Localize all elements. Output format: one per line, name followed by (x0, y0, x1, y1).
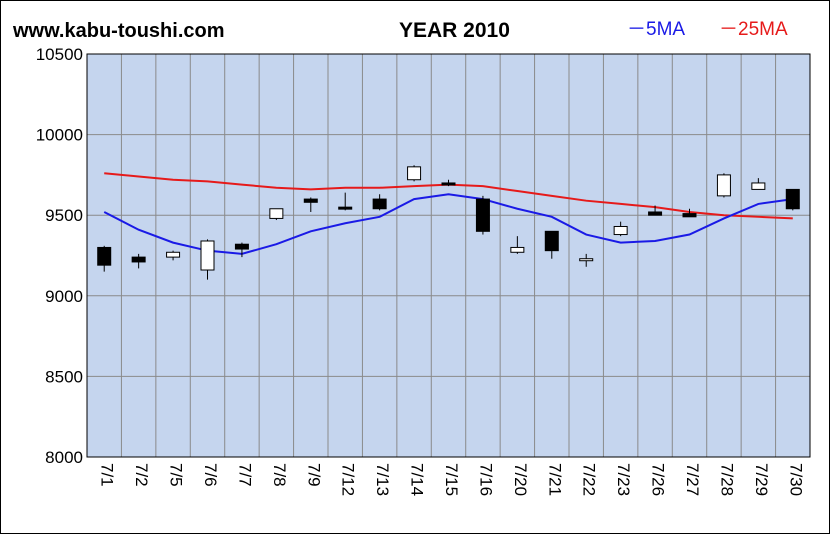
candle-body-down (372, 198, 387, 210)
x-axis-ticks: 7/1 7/2 7/5 7/6 7/7 7/8 7/9 7/12 7/13 7/14 7/15 7/1… (98, 463, 806, 496)
y-tick-label: 9000 (45, 287, 83, 306)
legend-25ma: －25MA (719, 19, 788, 40)
chart-title: YEAR 2010 (399, 19, 510, 42)
ma5-series (103, 193, 793, 255)
candle (716, 173, 731, 198)
candle-body-up (407, 166, 422, 181)
y-tick-label: 8000 (45, 448, 83, 467)
candle-body-up (716, 174, 731, 197)
candle-body-up (269, 208, 284, 219)
candle-body-down (234, 243, 249, 250)
grid-lines (87, 54, 810, 457)
x-tick-label: 7/12 (339, 463, 358, 496)
x-tick-label: 7/21 (545, 463, 564, 496)
x-tick-label: 7/1 (98, 463, 117, 487)
candle (372, 194, 387, 211)
x-tick-label: 7/26 (649, 463, 668, 496)
candles (97, 165, 800, 280)
candle (682, 208, 697, 218)
x-tick-label: 7/6 (201, 463, 220, 487)
x-tick-label: 7/30 (786, 463, 805, 496)
candle (510, 236, 525, 254)
x-tick-label: 7/8 (270, 463, 289, 487)
candle-body-down (648, 211, 663, 216)
candle-body-up (166, 251, 181, 258)
candle (269, 208, 284, 221)
candle (338, 192, 353, 211)
y-tick-label: 10500 (36, 45, 83, 64)
candle-body-down (338, 206, 353, 210)
candle (407, 165, 422, 182)
x-tick-label: 7/27 (683, 463, 702, 496)
candle-body-up (751, 182, 766, 190)
x-tick-label: 7/23 (614, 463, 633, 496)
candle (200, 239, 215, 280)
x-tick-label: 7/16 (476, 463, 495, 496)
x-tick-label: 7/20 (511, 463, 530, 496)
candle-body-down (785, 188, 800, 210)
x-tick-label: 7/13 (373, 463, 392, 496)
candle (613, 221, 628, 237)
x-tick-label: 7/7 (235, 463, 254, 487)
site-url: www.kabu-toushi.com (12, 20, 225, 42)
legend-5ma: －5MA (627, 19, 685, 40)
x-tick-label: 7/5 (167, 463, 186, 487)
x-tick-label: 7/28 (717, 463, 736, 496)
candle-body-down (303, 198, 318, 203)
candle-body-up (579, 258, 594, 262)
candle-body-up (510, 246, 525, 253)
candle (441, 179, 456, 187)
y-axis-ticks: 8000 8500 9000 9500 10000 10500 (36, 45, 83, 467)
plot-border (86, 53, 811, 458)
candle-body-up (200, 240, 215, 271)
candle-body-up (613, 225, 628, 236)
ma5-line (103, 193, 793, 255)
x-tick-label: 7/22 (580, 463, 599, 496)
x-tick-label: 7/9 (304, 463, 323, 487)
candle (648, 205, 663, 216)
x-tick-label: 7/2 (132, 463, 151, 487)
candle (579, 253, 594, 267)
y-tick-label: 8500 (45, 367, 83, 386)
y-tick-label: 10000 (36, 126, 83, 145)
x-tick-label: 7/14 (408, 463, 427, 496)
candle-body-down (97, 246, 112, 266)
x-tick-label: 7/15 (442, 463, 461, 496)
candle-body-down (441, 182, 456, 186)
x-tick-label: 7/29 (752, 463, 771, 496)
candle-body-down (544, 230, 559, 252)
candle (544, 230, 559, 259)
candle (97, 245, 112, 272)
y-tick-label: 9500 (45, 206, 83, 225)
candle (166, 250, 181, 261)
candle (234, 242, 249, 258)
candle (303, 197, 318, 212)
candle (785, 188, 800, 211)
candle-body-down (131, 256, 146, 263)
candle-body-down (475, 198, 490, 232)
plot-area (87, 54, 810, 457)
candle (131, 253, 146, 269)
candle (475, 195, 490, 235)
candle-body-down (682, 213, 697, 218)
candle (751, 178, 766, 190)
